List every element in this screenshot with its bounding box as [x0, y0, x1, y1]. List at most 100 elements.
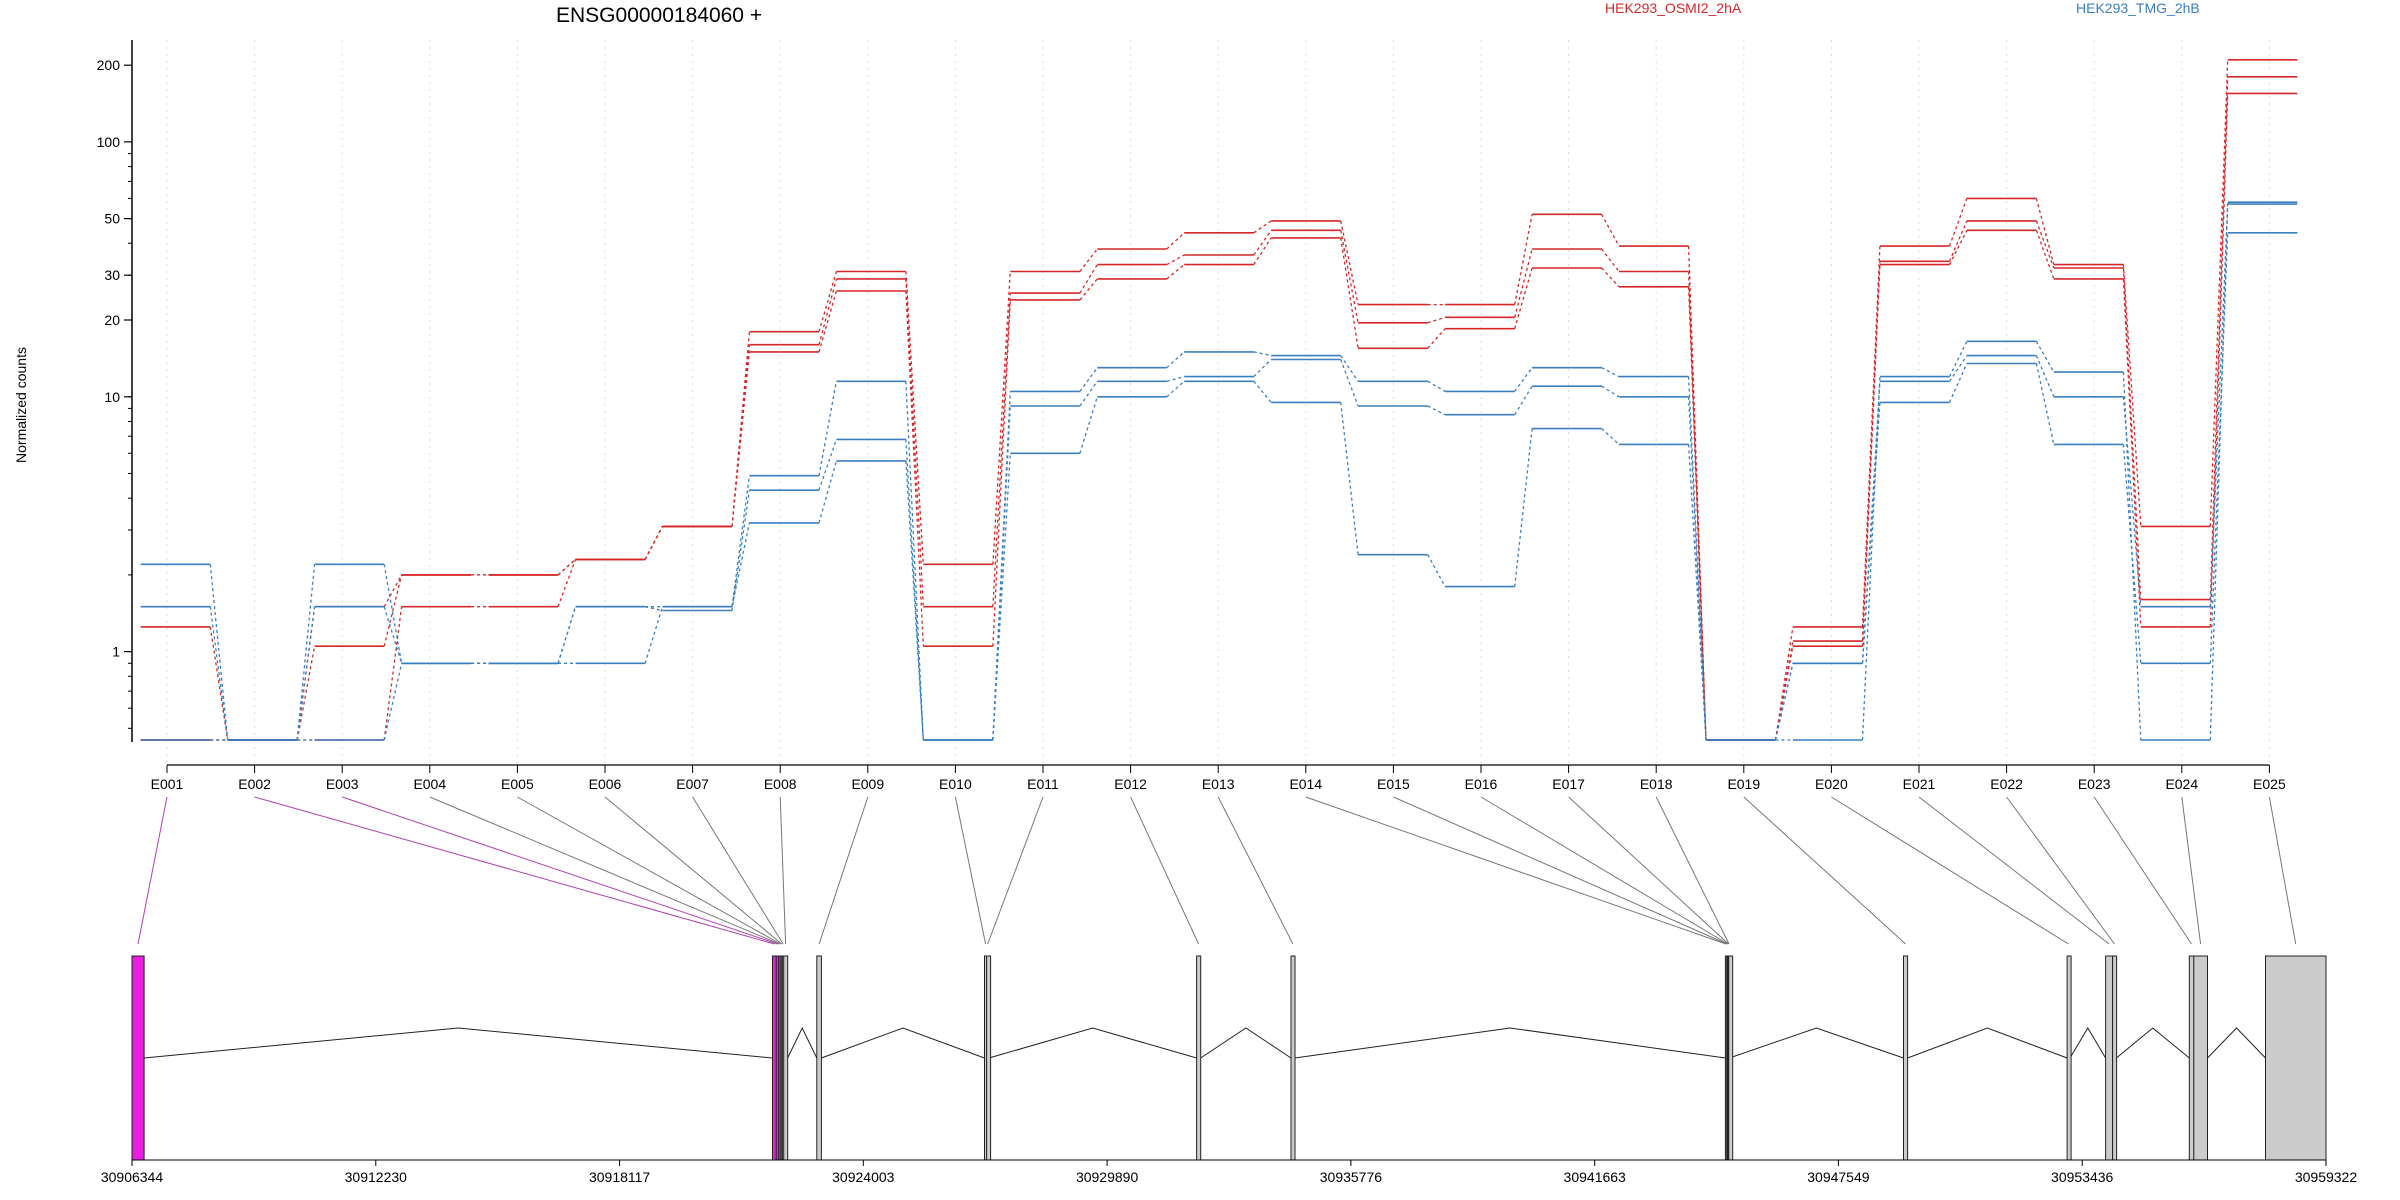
exon-connector — [517, 796, 781, 945]
x-tick-label: E018 — [1640, 776, 1673, 792]
data-transition — [1340, 237, 1359, 349]
data-transition — [1774, 640, 1794, 741]
y-tick-label: 20 — [104, 312, 120, 328]
data-transition — [1774, 663, 1794, 741]
legend-label-osmi2: HEK293_OSMI2_2hA — [1605, 0, 1742, 16]
data-transition — [992, 299, 1011, 647]
x-tick-label: E012 — [1114, 776, 1147, 792]
data-transition — [209, 564, 229, 741]
x-tick-label: E011 — [1027, 776, 1059, 792]
vertical-grid — [166, 40, 2270, 764]
data-transition — [2209, 93, 2229, 627]
x-tick-label: E010 — [939, 776, 972, 792]
x-tick-label: E006 — [589, 776, 622, 792]
x-tick-label: E008 — [764, 776, 797, 792]
data-transition — [992, 271, 1011, 565]
data-transition — [818, 290, 838, 353]
exon-connector — [1305, 796, 1727, 945]
exon-connectors — [137, 796, 2297, 945]
x-tick-label: E023 — [2078, 776, 2111, 792]
chart-title: ENSG00000184060 + — [556, 4, 762, 27]
y-tick-label: 30 — [104, 267, 120, 283]
exon-block — [2193, 955, 2209, 1161]
series-line — [140, 92, 2298, 741]
data-transition — [1079, 248, 1098, 272]
exon-connector — [342, 796, 778, 945]
data-transition — [1340, 220, 1359, 305]
data-transition — [2035, 230, 2055, 280]
data-transition — [905, 278, 924, 607]
data-transition — [1948, 230, 1968, 265]
data-transition — [1948, 220, 1968, 262]
x-tick-label: E005 — [501, 776, 534, 792]
exon-connector — [137, 796, 168, 945]
data-transition — [1687, 376, 1707, 741]
data-transition — [644, 606, 664, 664]
exon-connector — [1130, 796, 1200, 945]
x-tick-label: E020 — [1815, 776, 1848, 792]
data-transition — [557, 559, 577, 607]
data-transition — [1601, 385, 1620, 398]
data-transition — [1514, 367, 1533, 392]
exon-connector — [2181, 796, 2202, 945]
y-tick-label: 10 — [104, 389, 120, 405]
legend-label-tmg: HEK293_TMG_2hB — [2076, 0, 2200, 16]
data-transition — [1340, 355, 1359, 382]
data-transition — [1079, 278, 1098, 301]
data-transition — [731, 490, 751, 611]
data-transition — [1687, 246, 1707, 741]
series-group — [140, 58, 2298, 741]
exon-block — [2105, 955, 2114, 1161]
exon-block — [2188, 955, 2195, 1161]
data-transition — [818, 460, 838, 524]
genomic-tick-label: 30953436 — [2051, 1169, 2114, 1185]
data-transition — [557, 558, 576, 576]
exon-connector — [1655, 796, 1730, 945]
intron-line — [988, 1027, 1197, 1059]
exon-connector — [1743, 796, 1906, 945]
x-tick-label: E024 — [2165, 776, 2198, 792]
data-transition — [1861, 376, 1881, 741]
intron-line — [821, 1027, 985, 1059]
data-transition — [818, 439, 838, 491]
genomic-tick-label: 30918117 — [589, 1169, 650, 1185]
data-transition — [818, 381, 838, 476]
data-transition — [1253, 359, 1272, 378]
data-transition — [2122, 372, 2142, 741]
data-transition — [383, 606, 403, 664]
exon-connector — [692, 796, 784, 945]
data-transition — [383, 606, 403, 741]
data-transition — [296, 564, 316, 741]
data-transition — [1427, 316, 1446, 324]
data-transition — [1948, 363, 1968, 403]
series-line — [140, 203, 2298, 741]
data-transition — [209, 606, 229, 741]
intron-line — [2069, 1027, 2107, 1059]
data-transition — [296, 646, 316, 741]
data-transition — [1948, 198, 1968, 247]
x-axis: E001 E002 E003 E004 E005 E006 E007 E008 E009 E010… — [151, 764, 2286, 792]
data-transition — [992, 391, 1011, 741]
data-transition — [731, 522, 751, 607]
x-tick-label: E019 — [1727, 776, 1760, 792]
data-transition — [2122, 278, 2142, 627]
exon-connector — [254, 796, 775, 945]
exon-connector — [429, 796, 780, 945]
exon-block — [1290, 955, 1296, 1161]
genomic-tick-label: 30912230 — [345, 1169, 408, 1185]
data-transition — [1166, 351, 1185, 369]
data-transition — [1340, 402, 1359, 555]
gene-model — [131, 955, 2327, 1161]
exon-block — [2112, 955, 2118, 1161]
data-transition — [383, 574, 403, 608]
exon-connector — [779, 796, 787, 945]
intron-line — [1729, 1027, 1904, 1059]
x-tick-label: E015 — [1377, 776, 1410, 792]
series-line — [140, 201, 2298, 741]
exon-connector — [2006, 796, 2115, 945]
data-transition — [731, 475, 751, 607]
data-transition — [905, 290, 924, 647]
data-transition — [731, 331, 751, 527]
